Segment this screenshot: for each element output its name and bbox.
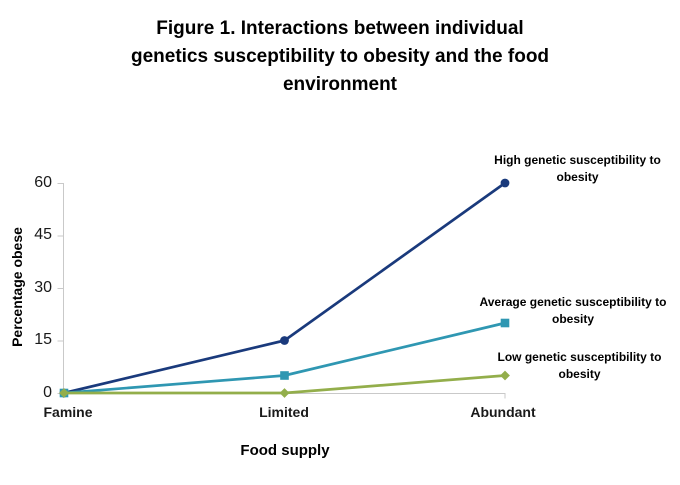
series-marker-circle — [280, 336, 289, 345]
x-tick-label-limited: Limited — [259, 404, 309, 420]
series-line — [62, 181, 507, 395]
chart-title-line-3: environment — [282, 74, 398, 95]
x-tick-label-abundant: Abundant — [470, 404, 536, 420]
chart-title-line-1: Figure 1. Interactions between individua… — [156, 18, 524, 39]
series-marker-diamond — [500, 370, 510, 381]
y-tick-label-45: 45 — [34, 226, 52, 243]
series-line — [62, 321, 507, 395]
x-axis-title: Food supply — [240, 442, 330, 459]
series-label-average: Average genetic susceptibility to obesit… — [479, 295, 667, 326]
y-tick-label-60: 60 — [34, 174, 52, 191]
chart-title: Figure 1. Interactions between individua… — [0, 15, 680, 99]
series-marker-circle — [500, 178, 510, 188]
y-tick-label-0: 0 — [43, 384, 52, 401]
y-tick-label-15: 15 — [34, 331, 52, 348]
series-marker-square — [280, 371, 289, 380]
chart-title-line-2: genetics susceptibility to obesity and t… — [130, 46, 550, 67]
series-marker-square — [500, 318, 510, 328]
x-tick-label-famine: Famine — [43, 404, 93, 420]
series-label-low: Low genetic susceptibility to obesity — [497, 350, 662, 381]
y-tick-label-30: 30 — [34, 279, 52, 296]
series-marker-diamond — [59, 388, 69, 398]
series-label-high: High genetic susceptibility to obesity — [494, 153, 661, 184]
series-marker-diamond — [279, 388, 290, 398]
